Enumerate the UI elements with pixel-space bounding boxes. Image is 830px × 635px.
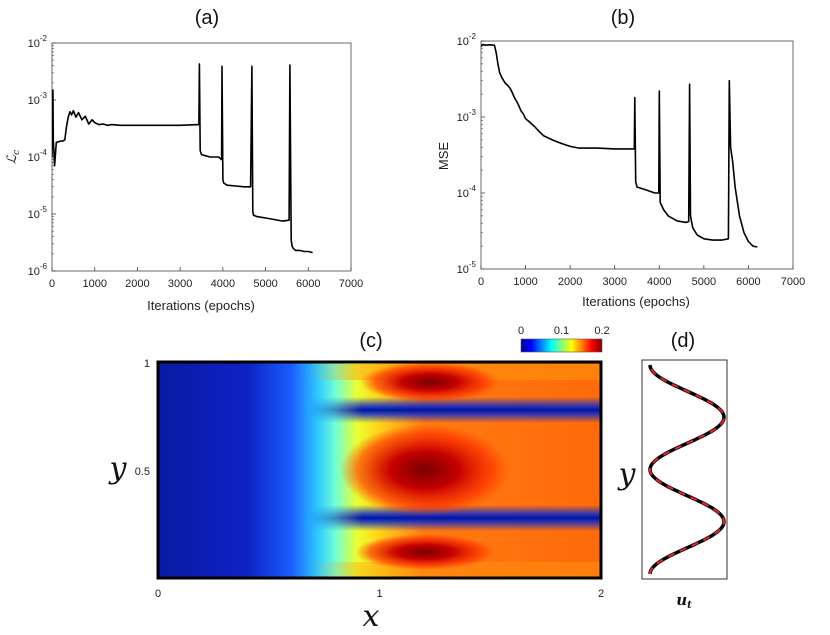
panel-c-ticks: 0 1 2 0.5 1 bbox=[135, 358, 604, 600]
panel-b-label: (b) bbox=[611, 7, 635, 29]
panel-a-x-tick-label: 4000 bbox=[211, 278, 235, 290]
panel-a-plot-box bbox=[51, 42, 352, 272]
panel-b-y-axis-label: MSE bbox=[436, 142, 451, 171]
panel-d-frame bbox=[641, 359, 728, 580]
panel-b-y-tick-label: 10-5 bbox=[457, 260, 477, 276]
panel-a-x-tick-label: 3000 bbox=[168, 278, 192, 290]
panel-a-y-axis-label: ℒc bbox=[5, 150, 22, 164]
panel-c-y-axis-label: y bbox=[108, 451, 128, 486]
panel-a-label: (a) bbox=[195, 7, 219, 29]
colorbar bbox=[520, 338, 603, 353]
panel-a-x-tick-label: 6000 bbox=[296, 278, 320, 290]
colorbar-tick-label: 0 bbox=[518, 325, 524, 337]
colorbar-ticks: 0 0.1 0.2 bbox=[518, 325, 610, 337]
panel-b-x-tick-label: 0 bbox=[478, 276, 484, 288]
panel-a-x-tick-label: 2000 bbox=[125, 278, 149, 290]
panel-b-x-tick-label: 6000 bbox=[736, 276, 760, 288]
panel-a-x-tick-label: 0 bbox=[49, 278, 55, 290]
panel-b-y-tick-label: 10-3 bbox=[457, 108, 477, 124]
panel-b-x-tick-label: 3000 bbox=[602, 276, 626, 288]
panel-a-x-tick-label: 5000 bbox=[253, 278, 277, 290]
heatmap-field bbox=[158, 362, 601, 578]
panel-b-x-tick-label: 7000 bbox=[781, 276, 805, 288]
panel-a-loss-curve bbox=[52, 63, 313, 254]
panel-a-x-tick-label: 1000 bbox=[82, 278, 106, 290]
panel-b-x-axis-label: Iterations (epochs) bbox=[582, 294, 690, 309]
svg-text:ℒc: ℒc bbox=[5, 150, 22, 164]
panel-b-x-tick-label: 4000 bbox=[647, 276, 671, 288]
panel-b-axes: 0 1000 2000 3000 4000 5000 6000 7000 10-5 10-4 10-… bbox=[457, 32, 806, 288]
panel-c-x-axis-label: x bbox=[363, 599, 380, 634]
panel-d-reference-curve bbox=[648, 364, 726, 575]
panel-b-plot-box bbox=[480, 40, 794, 270]
panel-d-x-axis-label: ut bbox=[676, 591, 692, 611]
panel-c-x-tick-label: 0 bbox=[155, 588, 161, 600]
panel-b-y-tick-label: 10-2 bbox=[457, 32, 477, 48]
heatmap-frame bbox=[156, 360, 603, 580]
panel-b-loss-curve bbox=[481, 43, 758, 248]
panel-a-y-tick-label: 10-2 bbox=[28, 34, 48, 50]
panel-b-y-tick-label: 10-4 bbox=[457, 184, 477, 200]
panel-a-y-tick-label: 10-5 bbox=[28, 205, 48, 221]
panel-b-x-tick-label: 2000 bbox=[558, 276, 582, 288]
panel-a-y-tick-label: 10-3 bbox=[28, 91, 48, 107]
panel-d-y-axis-label: y bbox=[617, 457, 637, 492]
panel-c-x-tick-label: 2 bbox=[598, 588, 604, 600]
panel-b-x-tick-label: 1000 bbox=[513, 276, 537, 288]
colorbar-tick-label: 0.2 bbox=[594, 325, 609, 337]
panel-a-x-tick-label: 7000 bbox=[339, 278, 363, 290]
panel-c-label: (c) bbox=[359, 330, 382, 352]
panel-a-y-tick-label: 10-6 bbox=[28, 262, 48, 278]
panel-a-axes: 0 1000 2000 3000 4000 5000 6000 7000 10-6 10-5 10-… bbox=[28, 34, 364, 290]
panel-c-y-tick-label: 0.5 bbox=[135, 466, 150, 478]
panel-d-label: (d) bbox=[671, 330, 695, 352]
panel-a-y-tick-label: 10-4 bbox=[28, 148, 48, 164]
panel-c-x-tick-label: 1 bbox=[376, 588, 382, 600]
panel-d-prediction-curve bbox=[648, 364, 726, 575]
panel-a-x-axis-label: Iterations (epochs) bbox=[147, 298, 255, 313]
panel-b-x-tick-label: 5000 bbox=[692, 276, 716, 288]
panel-c-y-tick-label: 1 bbox=[144, 358, 150, 370]
colorbar-tick-label: 0.1 bbox=[554, 325, 569, 337]
